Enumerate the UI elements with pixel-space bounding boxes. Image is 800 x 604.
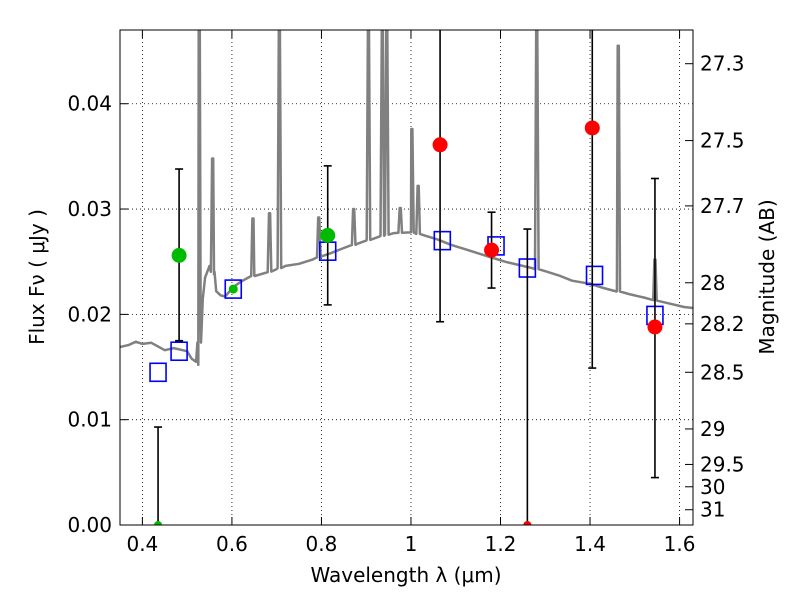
x-tick-label: 1.2 — [485, 532, 517, 556]
right-tick-label: 31 — [700, 498, 725, 522]
right-tick-label: 30 — [700, 475, 725, 499]
y-axis-title: Flux Fν ( μJy ) — [25, 209, 49, 345]
model-photometry-square — [585, 265, 604, 286]
x-tick-label: 0.6 — [216, 532, 248, 556]
observed-flux-point — [523, 521, 532, 525]
observed-flux-point — [584, 120, 600, 136]
right-tick-label: 27.3 — [700, 52, 745, 76]
right-tick-label: 28.5 — [700, 360, 745, 384]
x-tick-label: 0.8 — [306, 532, 338, 556]
observed-flux-point — [154, 521, 163, 525]
model-photometry-square — [433, 230, 452, 251]
observed-flux-point — [228, 284, 238, 294]
y-tick-label: 0.02 — [67, 302, 112, 326]
right-tick-label: 28.2 — [700, 312, 745, 336]
observed-flux-point — [647, 319, 663, 335]
right-tick-label: 28 — [700, 271, 725, 295]
plot-frame — [119, 29, 694, 526]
y-tick-label: 0.00 — [67, 513, 112, 537]
observed-flux-point — [320, 227, 336, 243]
model-photometry-square — [170, 341, 188, 362]
grid — [120, 30, 693, 526]
right-tick-label: 29 — [700, 417, 725, 441]
model-spectrum-line — [120, 30, 693, 367]
x-tick-label: 1.6 — [664, 532, 696, 556]
x-tick-label: 0.4 — [126, 532, 158, 556]
right-tick-label: 29.5 — [700, 452, 745, 476]
observed-flux-point — [171, 247, 187, 263]
model-photometry-square — [224, 279, 243, 299]
y-tick-label: 0.01 — [67, 408, 112, 432]
ticks: 0.4 0.6 0.8 1 1.2 1.4 1.6 0.00 0.01 0.02 0.03 0.04 2… — [67, 30, 745, 556]
y-tick-label: 0.04 — [67, 92, 112, 116]
x-axis-title: Wavelength λ (μm) — [310, 563, 501, 587]
data-layer — [120, 30, 693, 525]
right-tick-label: 27.7 — [700, 194, 745, 218]
right-tick-label: 27.5 — [700, 129, 745, 153]
y-tick-label: 0.03 — [67, 197, 112, 221]
x-tick-label: 1.4 — [574, 532, 606, 556]
observed-flux-point — [484, 242, 500, 258]
right-axis-title: Magnitude (AB) — [755, 199, 779, 354]
observed-flux-point — [432, 137, 448, 153]
model-photometry-square — [149, 362, 167, 383]
x-tick-label: 1 — [405, 532, 418, 556]
